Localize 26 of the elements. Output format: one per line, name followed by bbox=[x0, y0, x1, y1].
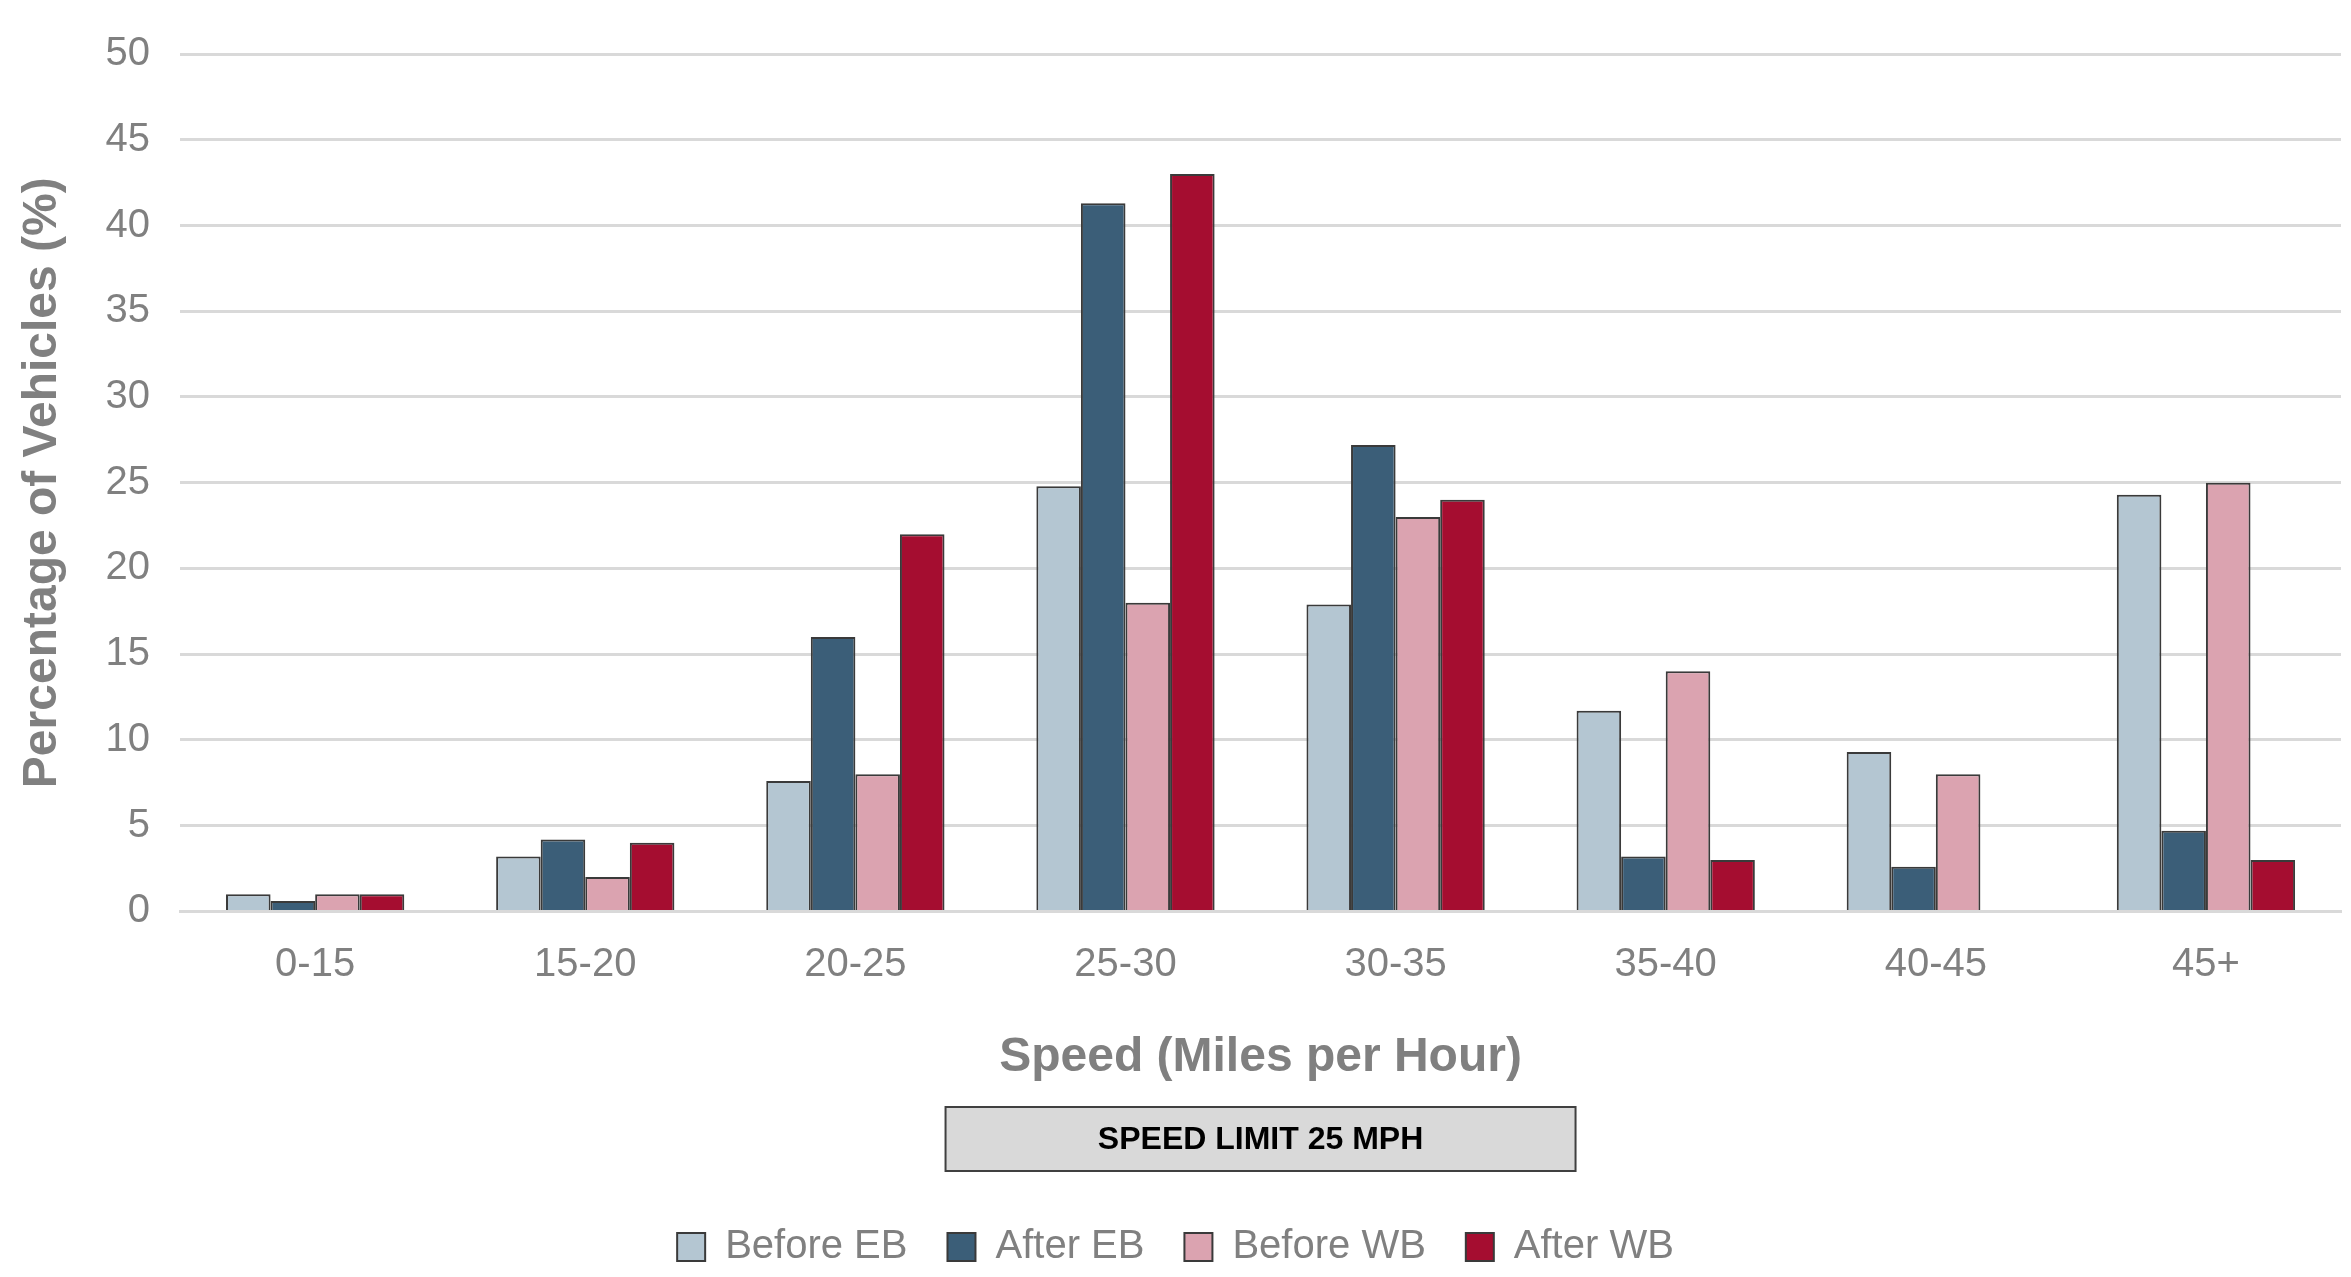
x-tick-label: 40-45 bbox=[1884, 940, 1987, 985]
x-axis-title: Speed (Miles per Hour) bbox=[999, 1028, 1522, 1082]
text: SPEED LIMIT 25 MPH bbox=[1097, 1119, 1424, 1156]
x-tick-label: 45+ bbox=[2172, 940, 2240, 985]
legend-label: Before EB bbox=[725, 1222, 908, 1267]
x-tick-label: 30-35 bbox=[1344, 940, 1447, 985]
legend-label: Before WB bbox=[1232, 1222, 1426, 1267]
y-tick-label: 10 bbox=[105, 714, 151, 759]
y-tick-label: 0 bbox=[127, 886, 151, 931]
y-tick-label: 25 bbox=[105, 457, 151, 502]
y-tick-label: 40 bbox=[105, 200, 151, 245]
y-tick-label: 30 bbox=[105, 371, 151, 416]
y-tick-label: 5 bbox=[127, 800, 151, 845]
x-tick-label: 35-40 bbox=[1614, 940, 1717, 985]
y-tick-label: 50 bbox=[105, 29, 151, 74]
x-tick-label: 0-15 bbox=[275, 940, 356, 985]
x-tick-label: 25-30 bbox=[1074, 940, 1177, 985]
x-tick-label: 20-25 bbox=[804, 940, 907, 985]
y-tick-label: 45 bbox=[105, 114, 151, 159]
y-tick-label: 20 bbox=[105, 543, 151, 588]
x-tick-label: 15-20 bbox=[534, 940, 637, 985]
y-axis-title: Percentage of Vehicles (%) bbox=[13, 177, 67, 789]
y-tick-label: 35 bbox=[105, 286, 151, 331]
y-tick-label: 15 bbox=[105, 629, 151, 674]
legend-label: After WB bbox=[1513, 1222, 1674, 1267]
legend-label: After EB bbox=[995, 1222, 1145, 1267]
